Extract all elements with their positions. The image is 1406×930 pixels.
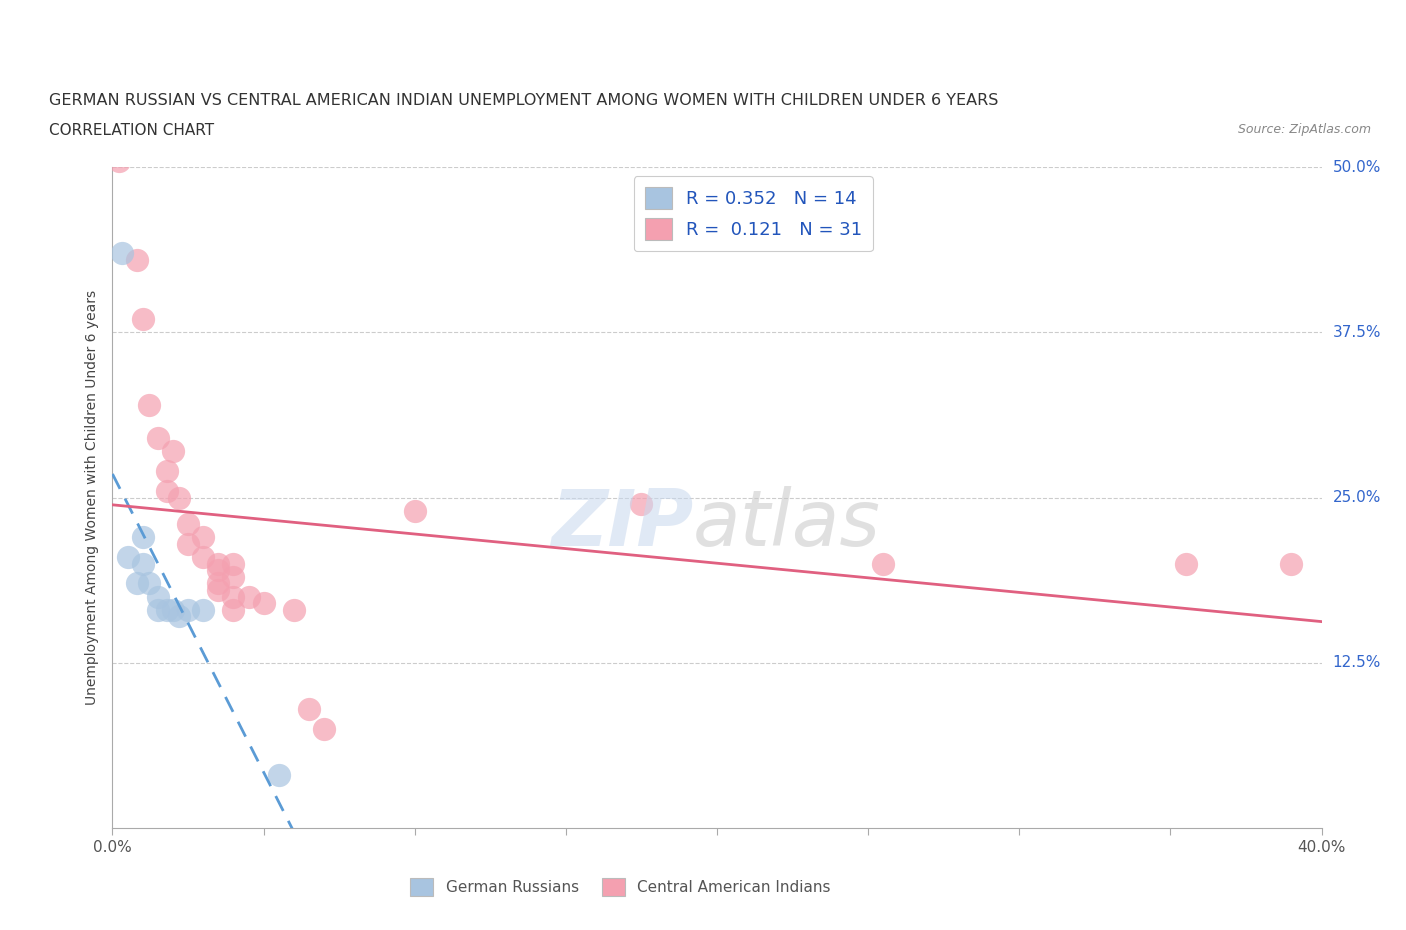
Point (298, 701, 321, 716)
Legend: German Russians, Central American Indians: German Russians, Central American Indian… (405, 871, 837, 903)
Point (167, 609, 190, 624)
Point (177, 537, 200, 551)
Point (207, 576, 229, 591)
Text: Source: ZipAtlas.com: Source: ZipAtlas.com (1237, 123, 1371, 136)
Point (125, 576, 148, 591)
Point (872, 556, 894, 571)
Point (167, 490, 190, 505)
Point (207, 563, 229, 578)
Point (162, 444, 184, 458)
Point (238, 590, 260, 604)
Point (146, 603, 169, 618)
Point (222, 590, 245, 604)
Text: ZIP: ZIP (551, 486, 693, 562)
Point (1174, 556, 1197, 571)
Point (156, 484, 179, 498)
Point (177, 603, 200, 618)
Point (138, 576, 160, 591)
Point (117, 550, 139, 565)
Point (132, 556, 155, 571)
Point (222, 603, 245, 618)
Point (138, 398, 160, 413)
Point (314, 722, 336, 737)
Text: 50.0%: 50.0% (1333, 160, 1381, 175)
Point (207, 556, 229, 571)
Point (222, 569, 245, 584)
Point (132, 312, 155, 326)
Point (110, 246, 132, 260)
Point (283, 603, 305, 618)
Point (630, 497, 652, 512)
Point (146, 431, 169, 445)
Point (222, 556, 245, 571)
Point (146, 590, 169, 604)
Point (267, 767, 290, 782)
Text: 25.0%: 25.0% (1333, 490, 1381, 505)
Point (156, 464, 179, 479)
Point (207, 582, 229, 597)
Text: GERMAN RUSSIAN VS CENTRAL AMERICAN INDIAN UNEMPLOYMENT AMONG WOMEN WITH CHILDREN: GERMAN RUSSIAN VS CENTRAL AMERICAN INDIA… (49, 93, 998, 108)
Point (132, 530, 155, 545)
Point (191, 603, 214, 618)
Point (162, 603, 184, 618)
Point (253, 596, 276, 611)
Point (1279, 556, 1302, 571)
Point (156, 603, 179, 618)
Text: 37.5%: 37.5% (1333, 325, 1381, 340)
Text: atlas: atlas (693, 486, 880, 562)
Point (125, 252, 148, 267)
Text: CORRELATION CHART: CORRELATION CHART (49, 123, 214, 138)
Point (404, 503, 426, 518)
Point (191, 530, 214, 545)
Point (191, 550, 214, 565)
Point (107, 153, 129, 168)
Y-axis label: Unemployment Among Women with Children Under 6 years: Unemployment Among Women with Children U… (86, 290, 100, 705)
Text: 12.5%: 12.5% (1333, 655, 1381, 671)
Point (177, 516, 200, 531)
